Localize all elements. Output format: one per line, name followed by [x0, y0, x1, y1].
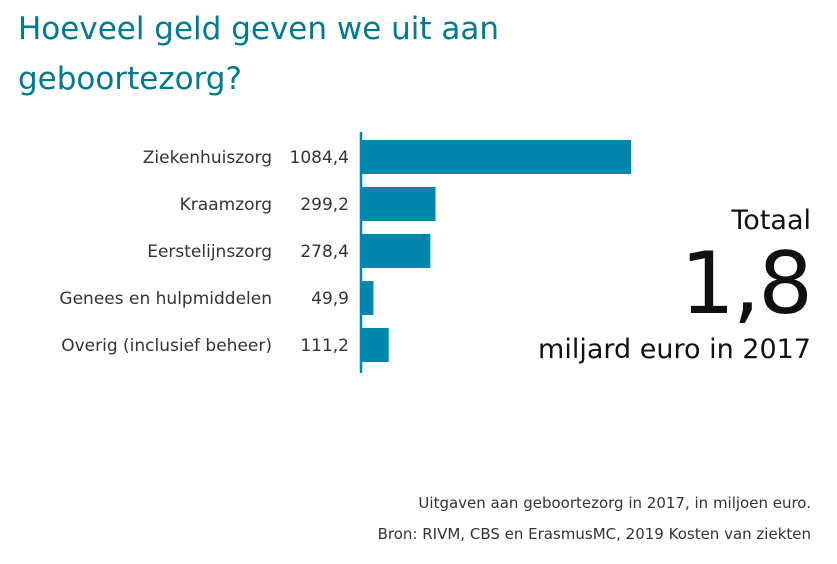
footer-note: Uitgaven aan geboortezorg in 2017, in mi…	[418, 494, 811, 512]
total-value: 1,8	[680, 234, 813, 334]
value-label: 278,4	[300, 242, 349, 262]
bar-1	[361, 187, 436, 221]
bars-layer: Ziekenhuiszorg 1084,4 Kraamzorg 299,2 Eerste…	[59, 140, 631, 362]
chart-title: Hoeveel geld geven we uit aan geboortezo…	[18, 11, 500, 97]
total-label: Totaal	[731, 205, 811, 236]
footer-source: Bron: RIVM, CBS en ErasmusMC, 2019 Koste…	[377, 525, 811, 543]
category-label: Genees en hulpmiddelen	[59, 289, 272, 309]
bar-2	[361, 234, 431, 268]
value-label: 111,2	[300, 336, 349, 356]
category-label: Overig (inclusief beheer)	[61, 336, 272, 356]
value-label: 49,9	[311, 289, 349, 309]
total-unit: miljard euro in 2017	[538, 334, 811, 365]
bar-0	[361, 140, 631, 174]
category-label: Ziekenhuiszorg	[143, 148, 272, 168]
bar-4	[361, 328, 389, 362]
bar-3	[361, 281, 374, 315]
value-label: 1084,4	[290, 148, 349, 168]
value-label: 299,2	[300, 195, 349, 215]
category-label: Eerstelijnszorg	[147, 242, 272, 262]
category-label: Kraamzorg	[180, 195, 272, 215]
